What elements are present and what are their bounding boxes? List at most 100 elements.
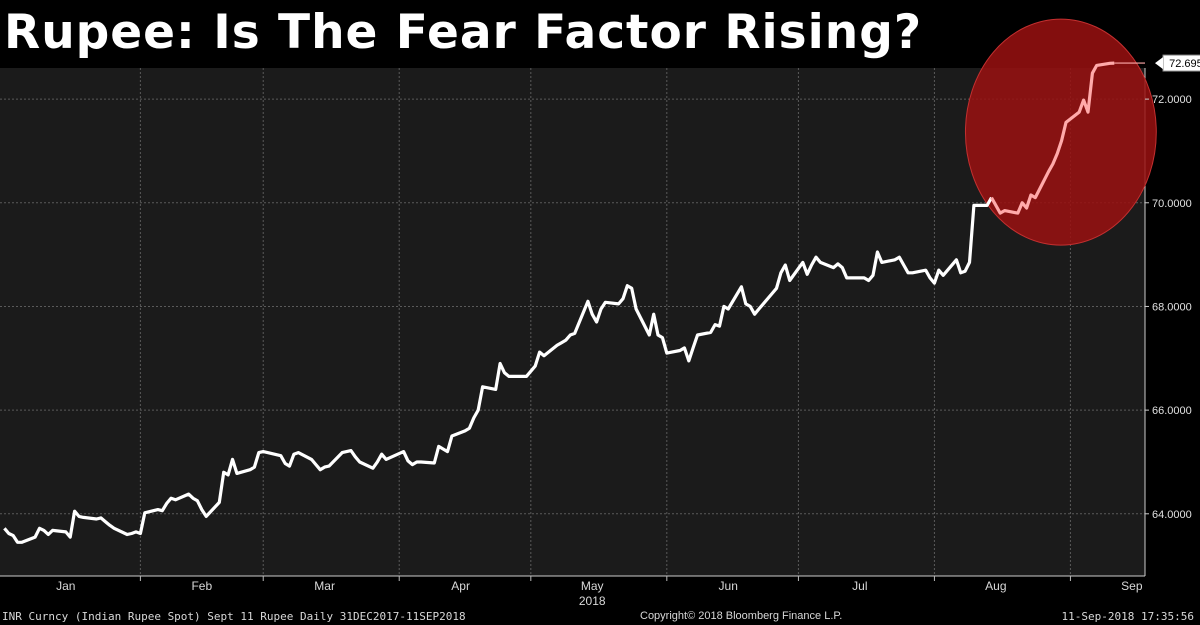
data-point bbox=[728, 308, 729, 309]
data-point bbox=[785, 264, 786, 265]
data-point bbox=[197, 500, 198, 501]
data-point bbox=[407, 460, 408, 461]
data-point bbox=[1026, 207, 1027, 208]
x-tick-label: Jul bbox=[852, 579, 867, 593]
data-point bbox=[228, 474, 229, 475]
data-point bbox=[1004, 210, 1005, 211]
data-point bbox=[342, 452, 343, 453]
x-tick-label: May bbox=[581, 579, 604, 593]
data-point bbox=[473, 417, 474, 418]
data-point bbox=[434, 462, 435, 463]
data-point bbox=[899, 257, 900, 258]
data-point bbox=[565, 340, 566, 341]
data-point bbox=[894, 259, 895, 260]
data-point bbox=[649, 334, 650, 335]
data-point bbox=[254, 467, 255, 468]
data-point bbox=[973, 205, 974, 206]
data-point bbox=[140, 533, 141, 534]
data-point bbox=[754, 314, 755, 315]
data-point bbox=[657, 334, 658, 335]
data-point bbox=[868, 280, 869, 281]
data-point bbox=[311, 459, 312, 460]
data-point bbox=[131, 533, 132, 534]
data-point bbox=[811, 264, 812, 265]
data-point bbox=[249, 469, 250, 470]
data-point bbox=[438, 446, 439, 447]
data-point bbox=[1065, 122, 1066, 123]
data-point bbox=[144, 512, 145, 513]
data-point bbox=[39, 528, 40, 529]
data-point bbox=[403, 451, 404, 452]
data-point bbox=[166, 503, 167, 504]
data-point bbox=[679, 350, 680, 351]
data-point bbox=[4, 528, 5, 529]
data-point bbox=[666, 353, 667, 354]
data-point bbox=[872, 275, 873, 276]
data-point bbox=[789, 280, 790, 281]
data-point bbox=[74, 511, 75, 512]
data-point bbox=[877, 251, 878, 252]
data-point bbox=[17, 542, 18, 543]
last-value-label: 72.6950 bbox=[1169, 58, 1200, 70]
data-point bbox=[355, 456, 356, 457]
data-point bbox=[285, 463, 286, 464]
data-point bbox=[43, 530, 44, 531]
data-point bbox=[1083, 100, 1084, 101]
data-point bbox=[820, 262, 821, 263]
data-point bbox=[991, 197, 992, 198]
data-point bbox=[223, 472, 224, 473]
data-point bbox=[65, 531, 66, 532]
data-point bbox=[135, 531, 136, 532]
data-point bbox=[539, 351, 540, 352]
x-tick-label: Feb bbox=[191, 579, 212, 593]
data-point bbox=[500, 363, 501, 364]
data-point bbox=[986, 205, 987, 206]
data-point bbox=[34, 537, 35, 538]
data-point bbox=[662, 337, 663, 338]
x-tick-label: Mar bbox=[314, 579, 335, 593]
data-point bbox=[543, 355, 544, 356]
data-point bbox=[236, 473, 237, 474]
data-point bbox=[13, 535, 14, 536]
last-value-pointer bbox=[1155, 57, 1163, 70]
data-point bbox=[780, 272, 781, 273]
data-point bbox=[1052, 163, 1053, 164]
data-point bbox=[70, 537, 71, 538]
data-point bbox=[750, 306, 751, 307]
data-point bbox=[605, 302, 606, 303]
data-point bbox=[1000, 213, 1001, 214]
data-point bbox=[421, 461, 422, 462]
data-point bbox=[1030, 194, 1031, 195]
y-tick-label: 66.0000 bbox=[1152, 405, 1192, 417]
data-point bbox=[943, 275, 944, 276]
data-point bbox=[1048, 171, 1049, 172]
data-point bbox=[315, 464, 316, 465]
data-point bbox=[21, 542, 22, 543]
data-point bbox=[385, 459, 386, 460]
data-point bbox=[1057, 153, 1058, 154]
data-point bbox=[587, 301, 588, 302]
x-axis-label: 2018 bbox=[579, 594, 606, 608]
data-point bbox=[688, 360, 689, 361]
data-point bbox=[359, 461, 360, 462]
data-point bbox=[495, 389, 496, 390]
data-point bbox=[1092, 73, 1093, 74]
data-point bbox=[478, 410, 479, 411]
data-point bbox=[1022, 202, 1023, 203]
data-point bbox=[157, 509, 158, 510]
data-point bbox=[697, 334, 698, 335]
bloomberg-footer: INR Curncy (Indian Rupee Spot) Sept 11 R… bbox=[0, 608, 1200, 625]
data-point bbox=[772, 293, 773, 294]
data-point bbox=[377, 461, 378, 462]
y-tick-label: 64.0000 bbox=[1152, 509, 1192, 521]
series-line-highlighted bbox=[990, 61, 1115, 215]
data-point bbox=[267, 452, 268, 453]
data-point bbox=[52, 530, 53, 531]
data-point bbox=[324, 467, 325, 468]
y-tick-label: 72.0000 bbox=[1152, 94, 1192, 106]
data-point bbox=[758, 308, 759, 309]
data-point bbox=[622, 298, 623, 299]
data-point bbox=[298, 452, 299, 453]
data-point bbox=[631, 288, 632, 289]
